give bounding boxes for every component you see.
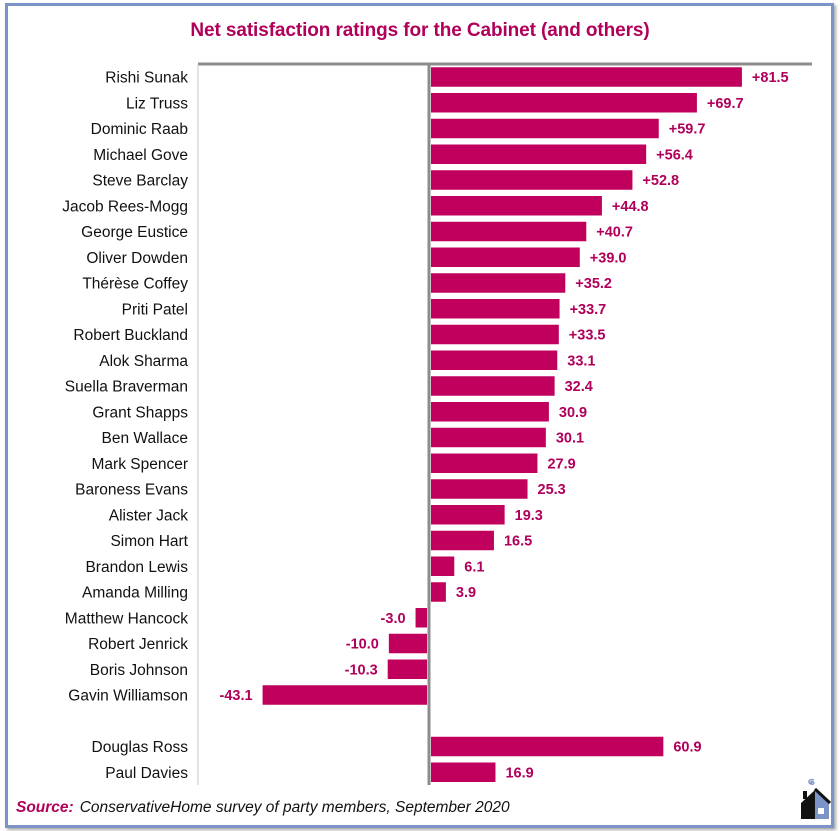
bar [431, 453, 538, 473]
data-label: 33.1 [567, 353, 595, 369]
bar [431, 273, 566, 293]
bar [431, 505, 505, 525]
category-label: Robert Buckland [73, 327, 188, 344]
bar [431, 402, 549, 422]
bar [431, 247, 580, 267]
category-label: Dominic Raab [91, 121, 188, 138]
category-label: Simon Hart [110, 533, 188, 550]
source-note: Source: ConservativeHome survey of party … [16, 799, 510, 817]
category-label: Thérèse Coffey [82, 276, 188, 293]
category-label: Liz Truss [126, 95, 188, 112]
bar [262, 685, 427, 705]
bar [431, 479, 528, 499]
bar [431, 221, 587, 242]
category-label: Alok Sharma [99, 353, 188, 370]
bar [387, 659, 427, 679]
category-label: Alister Jack [109, 507, 188, 524]
chart-title: Net satisfaction ratings for the Cabinet… [190, 20, 650, 41]
category-label: Steve Barclay [92, 173, 188, 190]
category-label: Grant Shapps [92, 404, 188, 421]
bar [431, 324, 559, 345]
data-label: -3.0 [381, 611, 406, 627]
data-label: +44.8 [612, 199, 649, 215]
data-label: +40.7 [596, 225, 633, 241]
data-label: +81.5 [752, 70, 789, 86]
data-label: 25.3 [538, 482, 566, 498]
source-label: Source: [16, 799, 74, 816]
data-label: 16.5 [504, 534, 532, 550]
data-label: 30.1 [556, 431, 584, 447]
bar [431, 118, 659, 139]
data-label: 6.1 [464, 559, 484, 575]
category-label: Jacob Rees-Mogg [62, 198, 188, 215]
bars [262, 67, 742, 782]
conservativehome-house-icon [801, 778, 832, 819]
data-label: +56.4 [656, 147, 693, 163]
bar [415, 608, 427, 628]
data-label: -43.1 [220, 688, 253, 704]
data-label: 16.9 [505, 765, 533, 781]
category-label: Baroness Evans [75, 482, 188, 499]
bar [431, 144, 647, 164]
category-label: Douglas Ross [92, 739, 189, 756]
data-label: 3.9 [456, 585, 476, 601]
plot-frame [197, 62, 812, 785]
category-label: Ben Wallace [102, 430, 188, 447]
bar [431, 556, 455, 576]
bar [431, 67, 742, 87]
category-label: Matthew Hancock [65, 610, 188, 627]
bar [431, 376, 555, 396]
category-label: Boris Johnson [90, 662, 188, 679]
bar [431, 93, 697, 113]
bar [431, 299, 560, 319]
bar [431, 427, 546, 448]
data-label: 32.4 [565, 379, 593, 395]
category-label: Mark Spencer [92, 456, 188, 473]
data-label: +33.7 [570, 302, 607, 318]
data-label: +69.7 [707, 96, 744, 112]
data-label: +59.7 [669, 122, 706, 138]
category-label: Rishi Sunak [105, 70, 188, 87]
bar [431, 196, 602, 216]
bar [431, 736, 664, 757]
category-label: Suella Braverman [65, 379, 188, 396]
bar [431, 170, 633, 190]
data-label: +39.0 [590, 250, 627, 266]
bar [431, 582, 446, 602]
data-label: 27.9 [547, 456, 575, 472]
category-label: Gavin Williamson [68, 688, 188, 705]
category-label: Priti Patel [122, 301, 188, 318]
bar [431, 530, 494, 551]
category-label: Robert Jenrick [88, 636, 188, 653]
bar [431, 350, 558, 370]
bar [431, 762, 496, 782]
data-label: 19.3 [515, 508, 543, 524]
category-label: Amanda Milling [82, 585, 188, 602]
data-label: 60.9 [673, 740, 701, 756]
category-label: Michael Gove [93, 147, 188, 164]
source-text: ConservativeHome survey of party members… [79, 799, 510, 816]
data-label: 30.9 [559, 405, 587, 421]
category-label: George Eustice [81, 224, 188, 241]
data-label: -10.3 [345, 662, 378, 678]
category-labels: Rishi Sunak Liz Truss Dominic Raab Michael … [62, 70, 188, 782]
data-label: +35.2 [575, 276, 612, 292]
value-labels: +81.5 +69.7+59.7 +56.4 +52.8 +44.8 +40.7 +39.0… [220, 70, 789, 781]
category-label: Paul Davies [105, 765, 188, 782]
data-label: +33.5 [569, 328, 606, 344]
category-label: Oliver Dowden [86, 250, 188, 267]
data-label: -10.0 [346, 637, 379, 653]
category-label: Brandon Lewis [85, 559, 188, 576]
bar [388, 633, 427, 654]
data-label: +52.8 [642, 173, 679, 189]
